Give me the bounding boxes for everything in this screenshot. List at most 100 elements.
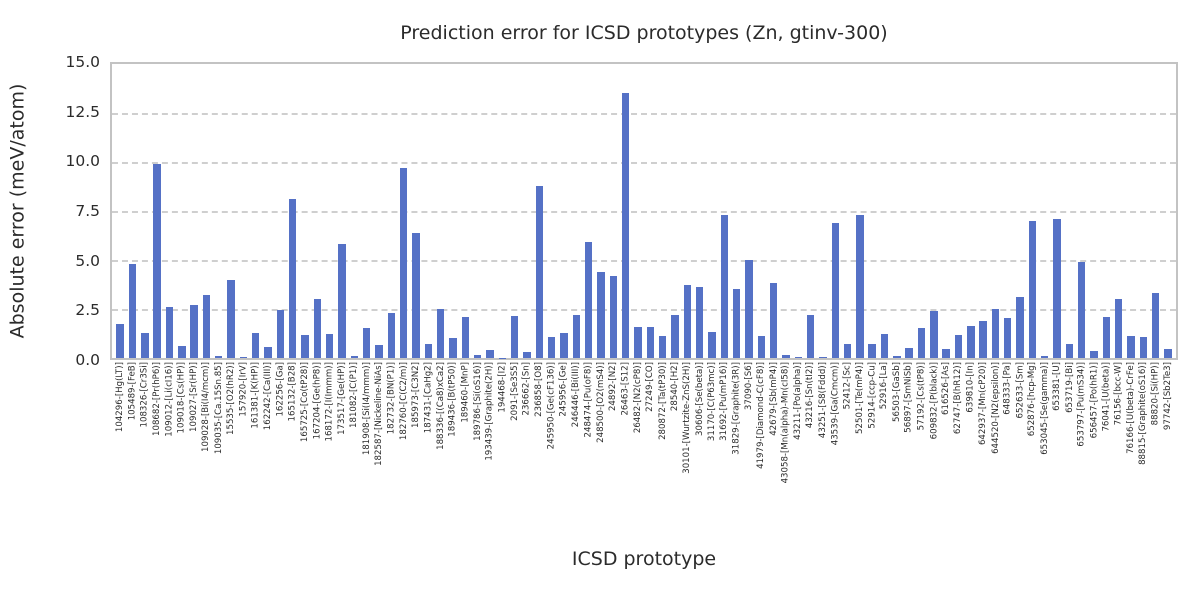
bar-slot: 653381-[U]: [1051, 64, 1063, 411]
bar-slot: 24892-[N2]: [607, 64, 619, 411]
bar-slot: 236662-[Sn]: [521, 64, 533, 416]
x-tick-label-165132-[B28]: 165132-[B28]: [287, 362, 298, 422]
bar-76166-[U(beta)-CrFe]: [1127, 336, 1135, 358]
bar-slot: 56897-[SmNiSb]: [903, 64, 915, 433]
bar-slot: 181908-[Si(I4/mmm)]: [361, 64, 373, 455]
bar-slot: 245956-[Ge]: [558, 64, 570, 417]
bar-165132-[B28]: [289, 199, 297, 358]
x-tick-label-609832-[P(black)]: 609832-[P(black)]: [928, 362, 939, 440]
x-tick-label-109027-[Sr(HP)]: 109027-[Sr(HP)]: [189, 362, 200, 432]
y-tick-label-15.0: 15.0: [65, 53, 100, 71]
x-tick-label-162256-[Ga]: 162256-[Ga]: [275, 362, 286, 417]
bar-slot: 652633-[Sm]: [1014, 64, 1026, 418]
bar-280872-[Ta(tP30)]: [658, 336, 667, 358]
x-tick-label-76041-[U(beta)]: 76041-[U(beta)]: [1101, 362, 1112, 432]
bar-246446-[Bi(III)]: [572, 314, 580, 358]
bar-slot: 173517-[Ge(HP)]: [336, 64, 348, 435]
x-tick-label-76166-[U(beta)-CrFe]: 76166-[U(beta)-CrFe]: [1126, 362, 1137, 454]
x-tick-label-652876-[hcp-Mg]: 652876-[hcp-Mg]: [1027, 362, 1038, 437]
bar-43216-[Sn(tI2)]: [806, 314, 815, 358]
bar-193439-[Graphite(2H)]: [486, 350, 494, 358]
bar-648333-[Pa]: [1004, 317, 1012, 358]
plot-area: 104296-[Hg(LT)] 105489-[FeB] 108326-[Cr3Si…: [110, 62, 1178, 483]
bar-slot: 108326-[Cr3Si]: [139, 64, 151, 427]
bar-161381-[K(HP)]: [252, 332, 260, 358]
bar-slot: 109028-[Bi(I4/mcm)]: [200, 64, 212, 452]
bar-97742-[Sb2Te3]: [1164, 349, 1172, 358]
gridline-y-12.5: [112, 113, 1176, 115]
bar-slot: 642937-[Mn(cP20)]: [977, 64, 989, 445]
x-tick-label-639810-[In]: 639810-[In]: [965, 362, 976, 413]
gridline-y-7.5: [112, 211, 1176, 213]
x-tick-label-189436-[B(tP50)]: 189436-[B(tP50)]: [448, 362, 459, 437]
x-tick-label-653797-[Pu(mS34)]: 653797-[Pu(mS34)]: [1076, 362, 1087, 447]
bar-slot: 185973-[C3N2]: [410, 64, 422, 428]
bar-57192-[Cs(tP8)]: [917, 327, 926, 358]
y-tick-label-0.0: 0.0: [75, 351, 100, 369]
bar-slot: 182760-[C(C2/m)]: [398, 64, 410, 440]
bar-slot: 104296-[Hg(LT)]: [114, 64, 126, 432]
x-tick-label-157920-[IrV]: 157920-[IrV]: [238, 362, 249, 417]
bar-248474-[Pu(oF8)]: [584, 242, 593, 358]
x-tick-label-236858-[O8]: 236858-[O8]: [534, 362, 545, 417]
x-tick-label-30606-[Se(beta)]: 30606-[Se(beta)]: [694, 362, 705, 436]
bar-109027-[Sr(HP)]: [190, 305, 198, 358]
bar-24892-[N2]: [609, 275, 617, 358]
gridline-y-10: [112, 162, 1176, 164]
bar-slot: 181082-[C(P1)]: [348, 64, 360, 428]
x-tick-label-189786-[Si(oS16)]: 189786-[Si(oS16)]: [472, 362, 483, 441]
bar-609832-[P(black)]: [930, 310, 938, 358]
bar-652633-[Sm]: [1016, 297, 1024, 358]
x-tick-label-656457-[Po(hR1)]: 656457-[Po(hR1)]: [1089, 362, 1100, 439]
bar-slot: 188336-[(Ca8)xCa2]: [435, 64, 447, 450]
gridline-y-5: [112, 260, 1176, 262]
bar-slot: 653719-[Bi]: [1063, 64, 1075, 413]
bar-slot: 109035-[Ca.15Sn.85]: [213, 64, 225, 454]
x-tick-label-43211-[Po(alpha)]: 43211-[Po(alpha)]: [793, 362, 804, 440]
bar-slot: 280872-[Ta(tP30)]: [656, 64, 668, 440]
gridline-y-2.5: [112, 309, 1176, 311]
bar-slot: 108682-[Pr(hP6)]: [151, 64, 163, 436]
x-tick-label-185973-[C3N2]: 185973-[C3N2]: [411, 362, 422, 428]
bar-slot: 616526-[As]: [940, 64, 952, 415]
x-tick-label-108326-[Cr3Si]: 108326-[Cr3Si]: [139, 362, 150, 428]
x-tick-label-161381-[K(HP)]: 161381-[K(HP)]: [250, 362, 261, 429]
bar-slot: 109012-[Li(cI16)]: [163, 64, 175, 437]
bar-slot: 161381-[K(HP)]: [250, 64, 262, 429]
x-tick-label-43539-[Ga(Cmcm)]: 43539-[Ga(Cmcm)]: [830, 362, 841, 446]
bar-slot: 2091-[Se3S5]: [509, 64, 521, 421]
bar-167204-[Ge(hP8)]: [313, 299, 322, 358]
bar-slot: 97742-[Sb2Te3]: [1162, 64, 1174, 430]
bar-76156-[bcc-W]: [1115, 299, 1123, 358]
bar-642937-[Mn(cP20)]: [979, 320, 987, 358]
bar-slot: 62747-[B(hR12)]: [952, 64, 964, 434]
bar-slot: 652876-[hcp-Mg]: [1026, 64, 1038, 436]
bar-30606-[Se(beta)]: [695, 287, 704, 358]
bar-slot: 43211-[Po(alpha)]: [792, 64, 804, 440]
x-tick-label-62747-[B(hR12)]: 62747-[B(hR12)]: [953, 362, 964, 435]
x-tick-label-57192-[Cs(tP8)]: 57192-[Cs(tP8)]: [916, 362, 927, 431]
x-tick-label-182732-[BN(P1)]: 182732-[BN(P1)]: [386, 362, 397, 435]
y-tick-label-5.0: 5.0: [75, 251, 100, 270]
bar-slot: 157920-[IrV]: [237, 64, 249, 417]
bar-189436-[B(tP50)]: [449, 338, 457, 358]
bar-slot: 182587-[Nickeline-NiAs]: [373, 64, 385, 466]
x-tick-label-236662-[Sn]: 236662-[Sn]: [521, 362, 532, 416]
bar-656457-[Po(hR1)]: [1090, 351, 1098, 358]
bar-109012-[Li(cI16)]: [165, 307, 174, 358]
bar-slot: 37090-[S6]: [743, 64, 755, 410]
bar-189786-[Si(oS16)]: [473, 355, 482, 358]
bar-slot: 41979-[Diamond-C(cF8)]: [755, 64, 767, 469]
bar-slot: 644520-[N2(epsilon)]: [989, 64, 1001, 454]
bar-slot: 76166-[U(beta)-CrFe]: [1125, 64, 1137, 454]
bar-slot: 30101-[Wurtzite-ZnS(2H)]: [681, 64, 693, 474]
bar-108682-[Pr(hP6)]: [153, 163, 161, 358]
bar-slot: 56503-[GaSb]: [891, 64, 903, 422]
bar-slot: 165725-[Co(tP28)]: [299, 64, 311, 442]
bar-162242-[Ca(III)]: [264, 347, 272, 358]
x-tick-label-52412-[Sc]: 52412-[Sc]: [842, 362, 853, 410]
bar-182732-[BN(P1)]: [387, 312, 396, 358]
x-tick-label-43251-[S8(Fddd)]: 43251-[S8(Fddd)]: [817, 362, 828, 439]
x-tick-label-173517-[Ge(HP)]: 173517-[Ge(HP)]: [337, 362, 348, 435]
